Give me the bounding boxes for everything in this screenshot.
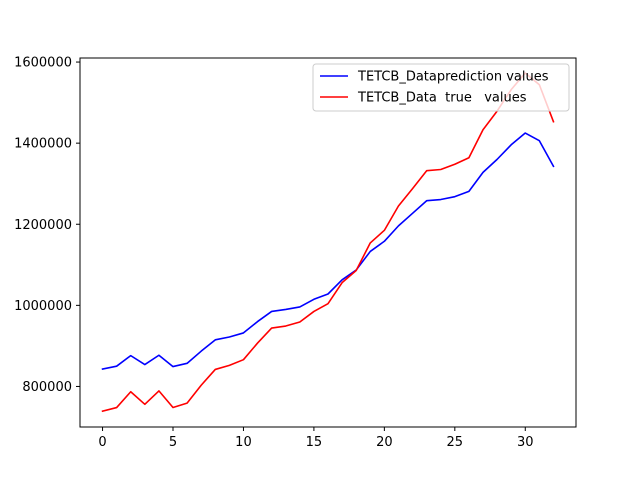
x-tick-label: 5 — [169, 435, 177, 450]
series-line-0 — [101, 132, 555, 370]
y-tick-label: 800000 — [22, 380, 72, 395]
y-tick-label: 1200000 — [14, 218, 72, 233]
y-tick-label: 1400000 — [14, 137, 72, 152]
x-tick-label: 15 — [306, 435, 323, 450]
legend-box — [312, 63, 570, 112]
x-tick-label: 10 — [235, 435, 252, 450]
legend-label-true: TETCB_Data true values — [357, 91, 527, 106]
series-line-1 — [101, 72, 555, 413]
x-tick-label: 0 — [98, 435, 106, 450]
plot-frame — [79, 57, 577, 428]
x-tick-label: 20 — [376, 435, 393, 450]
legend-label-prediction: TETCB_Dataprediction values — [357, 70, 549, 85]
x-tick-label: 30 — [517, 435, 534, 450]
plot-background — [80, 58, 576, 427]
x-tick-label: 25 — [447, 435, 464, 450]
series-layer — [101, 72, 555, 413]
legend: TETCB_Dataprediction values TETCB_Data t… — [312, 63, 570, 112]
y-tick-label: 1600000 — [14, 56, 72, 71]
y-tick-label: 1000000 — [14, 299, 72, 314]
axes-layer: 0 5 10 15 20 25 30 800000 1000000 1200000 1400000 1… — [14, 56, 533, 450]
